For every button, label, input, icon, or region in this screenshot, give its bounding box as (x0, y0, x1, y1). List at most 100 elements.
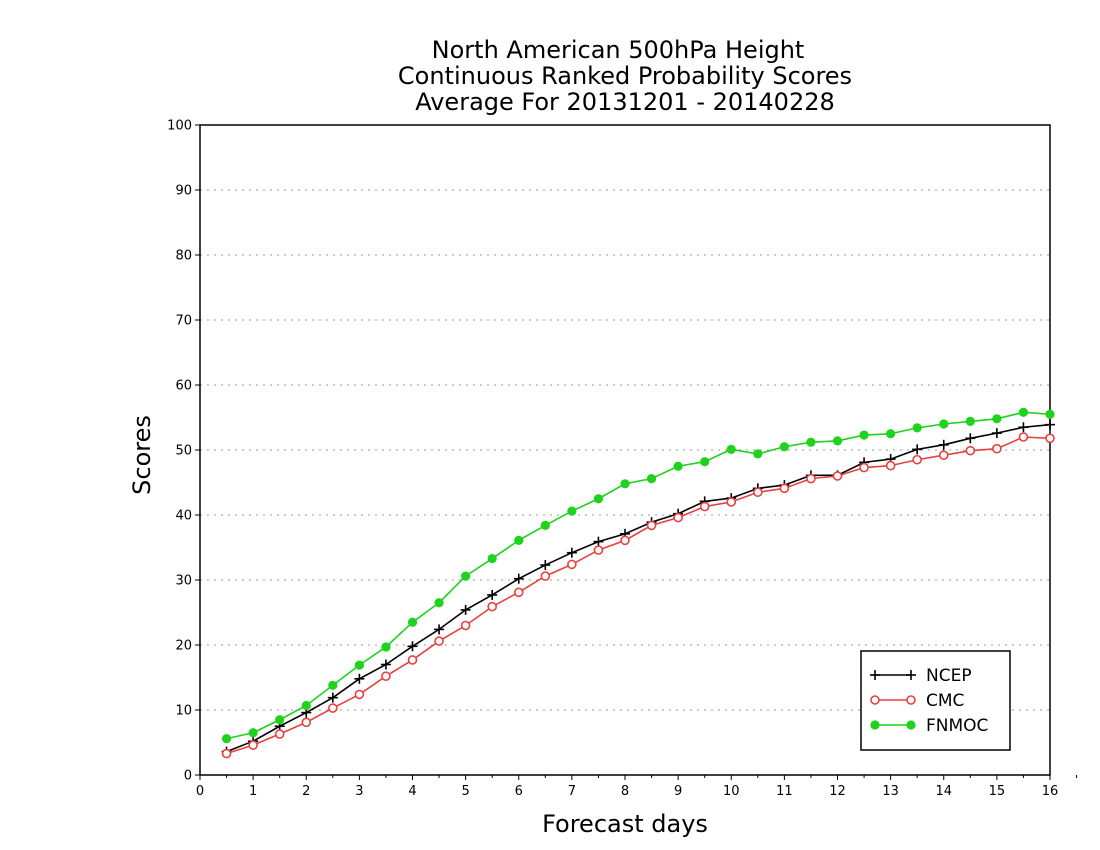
series-point-cmc-23 (832, 471, 843, 481)
series-point-fnmoc-12 (540, 520, 550, 531)
series-layer (221, 407, 1055, 759)
series-point-cmc-14 (593, 545, 604, 555)
x-tick-label-5: 5 (461, 784, 469, 799)
x-tick-label-2: 2 (302, 784, 310, 799)
series-point-ncep-4 (327, 692, 338, 703)
series-point-fnmoc-21 (779, 442, 789, 452)
series-point-cmc-13 (567, 559, 577, 570)
series-point-cmc-1 (248, 740, 258, 750)
x-axis-label: Forecast days (542, 810, 708, 838)
series-point-ncep-13 (566, 547, 577, 558)
series-point-cmc-15 (620, 535, 630, 546)
series-point-cmc-0 (221, 748, 232, 759)
series-point-ncep-30 (1018, 422, 1029, 433)
series-point-fnmoc-20 (753, 449, 763, 459)
x-tick-label-1: 1 (249, 784, 257, 799)
series-point-cmc-2 (274, 729, 285, 739)
series-point-cmc-21 (779, 483, 790, 494)
series-point-fnmoc-24 (859, 430, 869, 440)
y-tick-label-100: 100 (167, 119, 192, 134)
legend-item-cmc: CMC (870, 691, 964, 711)
y-tick-label-10: 10 (175, 704, 192, 719)
x-tick-label-14: 14 (935, 784, 952, 799)
series-point-fnmoc-16 (646, 474, 657, 484)
series-point-cmc-24 (859, 462, 869, 473)
series-point-cmc-8 (434, 636, 444, 646)
series-point-fnmoc-0 (221, 734, 232, 744)
x-tick-label-8: 8 (621, 784, 629, 799)
y-tick-label-40: 40 (175, 509, 192, 524)
series-point-ncep-10 (487, 589, 498, 600)
y-tick-label-90: 90 (175, 184, 192, 199)
series-point-cmc-7 (407, 655, 418, 665)
series-point-fnmoc-3 (301, 700, 311, 711)
series-point-fnmoc-31 (1045, 409, 1055, 419)
legend-item-fnmoc: FNMOC (870, 716, 988, 736)
series-point-cmc-18 (699, 501, 710, 512)
series-line-ncep (226, 423, 1051, 753)
series-point-cmc-17 (673, 512, 683, 523)
series-point-cmc-31 (1045, 433, 1055, 444)
series-point-fnmoc-26 (912, 423, 922, 433)
series-fnmoc (221, 407, 1055, 744)
series-point-ncep-5 (354, 673, 365, 684)
series-point-fnmoc-8 (434, 598, 444, 608)
series-point-fnmoc-28 (965, 416, 975, 426)
chart-title: North American 500hPa Height Continuous … (398, 36, 852, 116)
series-point-fnmoc-11 (514, 535, 524, 545)
series-point-ncep-12 (540, 560, 551, 571)
series-point-cmc-6 (381, 671, 391, 682)
series-point-cmc-27 (938, 450, 949, 461)
series-point-fnmoc-2 (275, 715, 285, 725)
series-point-cmc-19 (726, 497, 737, 507)
series-point-cmc-3 (301, 717, 312, 728)
series-point-ncep-26 (912, 444, 923, 455)
series-point-fnmoc-23 (832, 436, 843, 446)
series-point-cmc-26 (912, 454, 922, 465)
chart-title-line-3: Average For 20131201 - 20140228 (415, 88, 835, 116)
legend-marker-left-fnmoc (870, 720, 880, 730)
legend-marker-right-fnmoc (906, 720, 916, 730)
series-point-fnmoc-17 (673, 461, 683, 471)
series-cmc (221, 432, 1055, 759)
series-point-ncep-28 (965, 433, 976, 444)
y-tick-label-60: 60 (175, 379, 192, 394)
x-tick-label-0: 0 (196, 784, 204, 799)
x-tick-label-7: 7 (568, 784, 576, 799)
series-point-fnmoc-25 (886, 429, 896, 439)
series-point-cmc-12 (540, 571, 551, 581)
legend: NCEP CMC FNMOC (860, 650, 1011, 751)
y-tick-label-20: 20 (175, 639, 192, 654)
series-point-ncep-27 (938, 439, 949, 450)
x-tick-label-13: 13 (882, 784, 899, 799)
series-point-cmc-22 (806, 473, 816, 484)
y-tick-label-30: 30 (175, 574, 192, 589)
series-point-ncep-8 (434, 624, 445, 635)
series-point-fnmoc-15 (620, 479, 630, 489)
legend-items: NCEP CMC FNMOC (870, 666, 988, 736)
x-tick-label-11: 11 (776, 784, 793, 799)
legend-label-cmc: CMC (926, 691, 964, 711)
y-tick-label-0: 0 (184, 769, 192, 784)
series-point-fnmoc-13 (567, 506, 577, 516)
series-point-ncep-11 (513, 573, 524, 584)
legend-marker-right-ncep (906, 670, 916, 680)
legend-marker-left-cmc (870, 695, 880, 705)
series-point-ncep-31 (1045, 419, 1055, 430)
series-point-cmc-9 (460, 620, 471, 631)
series-point-ncep-6 (380, 659, 391, 670)
x-tick-label-4: 4 (408, 784, 416, 799)
series-point-fnmoc-27 (939, 419, 949, 429)
series-point-fnmoc-5 (354, 660, 364, 670)
series-point-fnmoc-18 (700, 457, 710, 467)
series-point-fnmoc-19 (726, 444, 736, 454)
series-point-cmc-10 (487, 601, 497, 612)
series-point-ncep-9 (460, 604, 471, 615)
series-point-cmc-30 (1018, 432, 1029, 442)
y-tick-label-80: 80 (175, 249, 192, 264)
x-tick-label-15: 15 (989, 784, 1006, 799)
chart-title-line-2: Continuous Ranked Probability Scores (398, 62, 852, 90)
series-point-cmc-16 (646, 520, 657, 531)
x-tick-label-10: 10 (723, 784, 740, 799)
gridlines (200, 189, 1050, 711)
